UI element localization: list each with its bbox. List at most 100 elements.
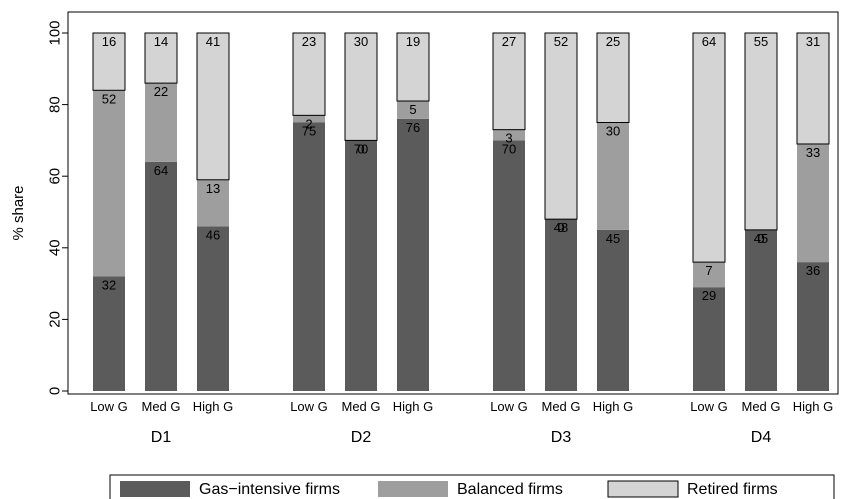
y-tick-label: 40 [46,239,63,256]
bar-segment-balanced [293,115,325,123]
data-label: 52 [554,34,568,49]
bar-segment-balanced [145,83,177,162]
data-label: 0 [357,141,364,156]
data-label: 23 [302,34,316,49]
bar-segment-retired [596,32,630,123]
data-label: 29 [702,288,716,303]
x-group-label: D2 [351,429,372,446]
bar-segment-gas-intensive [145,161,177,391]
legend-label: Balanced firms [457,481,563,498]
bar-segment-gas-intensive [797,262,829,391]
plot-frame [67,11,839,395]
legend-swatch [120,481,190,497]
data-label: 7 [705,263,712,278]
data-label: 27 [502,34,516,49]
x-category-label: Low G [690,399,728,414]
data-label: 31 [806,34,820,49]
y-tick-label: 0 [46,387,63,395]
x-axis-labels: Low G Med G High G D1 Low G Med G High G D2 Low … [90,399,833,446]
legend-swatch [378,481,448,497]
legend-label: Gas−intensive firms [199,481,340,498]
bar-segment-gas-intensive [197,226,229,391]
x-category-label: Low G [290,399,328,414]
data-label: 3 [505,131,512,146]
data-label: 2 [305,116,312,131]
legend-frame [109,474,835,499]
data-label: 75 [302,124,316,139]
data-label: 5 [409,102,416,117]
y-axis-title: % share [10,185,27,240]
y-tick-label: 100 [46,20,63,45]
data-label: 45 [754,231,768,246]
bar-segment-retired [744,32,778,231]
data-label: 76 [406,120,420,135]
data-label: 16 [102,34,116,49]
data-label: 33 [806,145,820,160]
data-label: 70 [502,141,516,156]
x-category-label: Med G [741,399,780,414]
y-tick-label: 20 [46,311,63,328]
bar-segment-balanced [397,101,429,119]
legend: Gas−intensive firms Balanced firms Retired… [109,474,835,499]
bar-segment-balanced [797,143,829,263]
bar-segment-gas-intensive [745,229,777,391]
data-label: 46 [206,227,220,242]
x-category-label: High G [793,399,833,414]
data-label: 32 [102,277,116,292]
x-category-label: High G [593,399,633,414]
x-category-label: Low G [490,399,528,414]
bar-segment-gas-intensive [93,276,125,391]
bar-segment-retired [492,32,526,131]
data-label: 0 [757,231,764,246]
data-label: 48 [554,220,568,235]
x-category-label: High G [393,399,433,414]
x-group-label: D3 [551,429,572,446]
bar-segment-gas-intensive [493,140,525,391]
x-category-label: High G [193,399,233,414]
data-label: 36 [806,263,820,278]
y-tick-label: 60 [46,168,63,185]
x-category-label: Med G [341,399,380,414]
data-label: 0 [557,220,564,235]
data-label: 30 [606,124,620,139]
y-tick-label: 80 [46,96,63,113]
data-label: 30 [354,34,368,49]
bars [92,32,830,392]
bar-segment-balanced [93,90,125,277]
bar-segment-retired [292,32,326,116]
x-group-label: D4 [751,429,772,446]
data-label: 14 [154,34,168,49]
bar-segment-retired [344,32,378,141]
bar-segment-retired [796,32,830,145]
bar-segment-retired [196,32,230,181]
data-label: 52 [102,91,116,106]
bar-segment-gas-intensive [545,219,577,391]
x-category-label: Med G [141,399,180,414]
bar-segment-retired [144,32,178,84]
bar-segment-retired [92,32,126,91]
bar-segment-gas-intensive [597,229,629,391]
data-label: 19 [406,34,420,49]
data-label: 45 [606,231,620,246]
y-axis: 0 20 40 60 80 100 [46,20,68,395]
bar-segment-retired [544,32,578,220]
bar-segment-gas-intensive [293,122,325,391]
x-group-label: D1 [151,429,172,446]
x-category-label: Low G [90,399,128,414]
data-label: 55 [754,34,768,49]
bar-segment-balanced [493,129,525,141]
data-label: 13 [206,181,220,196]
legend-swatch [607,480,679,498]
data-label: 25 [606,34,620,49]
bar-segment-balanced [693,262,725,288]
x-category-label: Med G [541,399,580,414]
bar-segment-retired [692,32,726,263]
legend-label: Retired firms [687,481,778,498]
data-label: 64 [154,163,168,178]
data-label: 22 [154,84,168,99]
data-label: 64 [702,34,716,49]
bar-segment-gas-intensive [397,118,429,392]
bar-segment-balanced [197,179,229,227]
bar-segment-gas-intensive [693,287,725,391]
